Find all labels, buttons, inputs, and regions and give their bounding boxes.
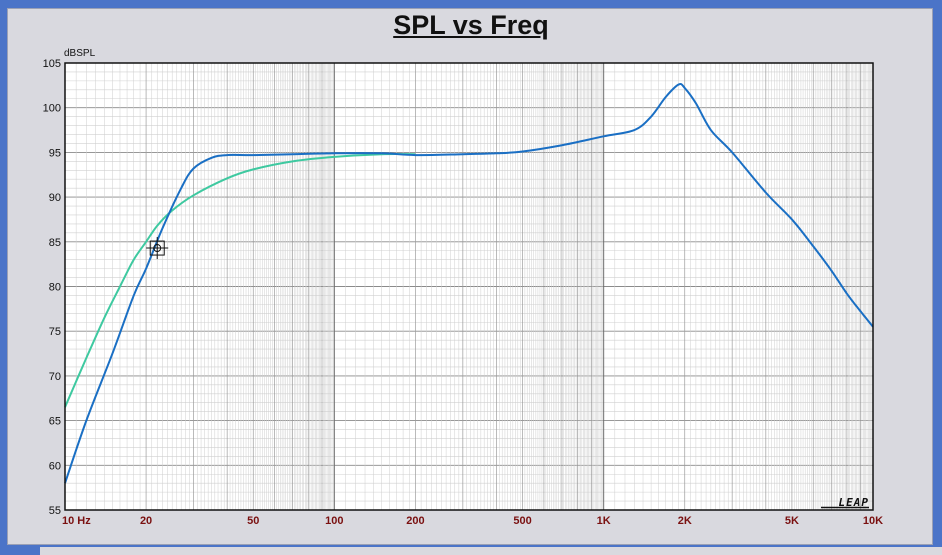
y-tick-label: 70 bbox=[49, 371, 61, 383]
x-axis-ticks: 10 Hz 20 50 100 200 500 1K 2K 5K 10K bbox=[62, 515, 883, 527]
y-tick-label: 95 bbox=[49, 147, 61, 159]
leap-logo: LEAP bbox=[821, 496, 869, 509]
x-tick-label: 50 bbox=[247, 515, 259, 527]
y-tick-label: 65 bbox=[49, 416, 61, 428]
cursor-marker[interactable] bbox=[146, 237, 169, 260]
series-line-blue bbox=[64, 82, 874, 484]
series-line-green bbox=[64, 152, 416, 408]
x-tick-label: 1K bbox=[597, 515, 611, 527]
y-tick-label: 60 bbox=[49, 460, 61, 472]
y-tick-label: 90 bbox=[49, 192, 61, 204]
y-tick-label: 75 bbox=[49, 326, 61, 338]
grid bbox=[64, 62, 873, 511]
y-axis-ticks: 105 100 95 90 85 80 75 70 65 60 55 bbox=[43, 58, 61, 517]
leap-logo-text: LEAP bbox=[839, 496, 870, 509]
bottom-strip bbox=[40, 547, 942, 555]
x-tick-label: 2K bbox=[678, 515, 692, 527]
x-tick-label: 5K bbox=[785, 515, 799, 527]
y-tick-label: 85 bbox=[49, 237, 61, 249]
plot-border bbox=[64, 62, 874, 511]
marker-box bbox=[149, 240, 165, 256]
x-tick-label: 20 bbox=[140, 515, 152, 527]
y-tick-label: 55 bbox=[49, 505, 61, 517]
y-tick-label: 100 bbox=[43, 103, 61, 115]
y-tick-label: 80 bbox=[49, 282, 61, 294]
x-tick-label: 200 bbox=[406, 515, 424, 527]
marker-circle bbox=[153, 244, 162, 253]
y-axis-label: dBSPL bbox=[64, 48, 96, 59]
y-tick-label: 105 bbox=[43, 58, 61, 70]
series-layer bbox=[64, 82, 874, 484]
x-tick-label: 100 bbox=[325, 515, 343, 527]
x-tick-label: 10 Hz bbox=[62, 515, 91, 527]
x-tick-label: 500 bbox=[513, 515, 531, 527]
chart-title: SPL vs Freq bbox=[393, 10, 549, 40]
x-tick-label: 10K bbox=[863, 515, 883, 527]
